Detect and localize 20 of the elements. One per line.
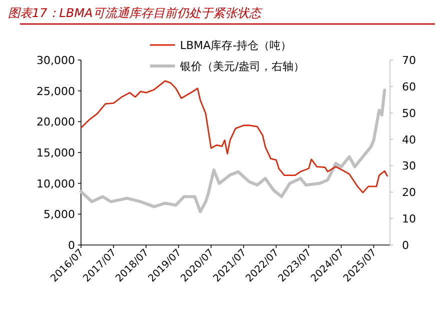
y-tick-label: 5,000	[44, 208, 75, 222]
line-series	[80, 80, 388, 194]
y-tick-label: 30,000	[36, 54, 75, 67]
y2-tick-label: 40	[402, 133, 416, 146]
y-tick-label: 10,000	[36, 177, 75, 190]
y2-tick-label: 60	[402, 80, 416, 94]
y-tick-label: 25,000	[36, 84, 75, 98]
legend-label: 银价（美元/盎司，右轴）	[179, 60, 305, 73]
legend-label: LBMA库存-持仓（吨）	[180, 39, 292, 52]
y2-tick-label: 50	[402, 106, 416, 120]
y2-tick-label: 70	[402, 54, 416, 67]
chart-title: 图表17：LBMA可流通库存目前仍处于紧张状态	[8, 6, 263, 20]
y-tick-label: 15,000	[36, 146, 75, 160]
y-tick-label: 20,000	[36, 116, 75, 129]
y2-tick-label: 20	[402, 186, 416, 200]
y-tick-label: 0	[68, 239, 75, 252]
line-series	[80, 88, 386, 214]
y2-tick-label: 10	[402, 212, 416, 226]
y2-tick-label: 30	[402, 160, 416, 173]
y2-tick-label: 0	[402, 239, 409, 252]
